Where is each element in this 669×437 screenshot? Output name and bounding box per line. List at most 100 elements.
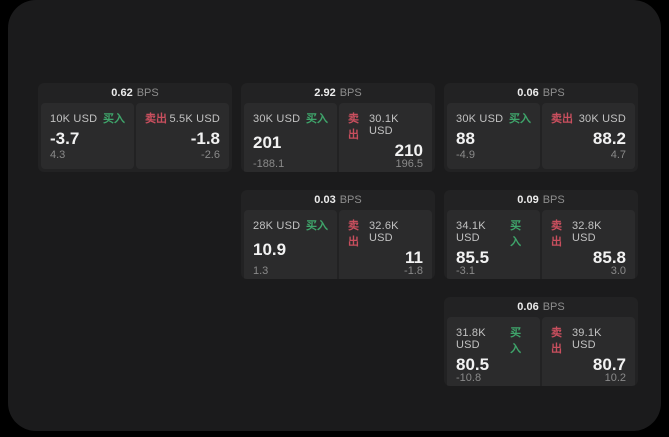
buy-amount: 28K USD	[253, 220, 301, 232]
buy-price: -3.7	[50, 128, 80, 148]
quote-cards-grid: 0.62 BPS 10K USD 买入 -3.7 4.3 卖出 5.5K USD…	[38, 83, 638, 386]
sell-amount: 32.6K USD	[368, 220, 399, 244]
buy-pane-header: 30K USD 买入	[456, 110, 531, 126]
sell-delta: -1.8	[404, 265, 423, 277]
sell-quote-tile[interactable]: 卖出 30K USD 88.2 4.7	[542, 103, 635, 169]
buy-delta: 1.3	[253, 265, 269, 277]
card-header: 0.06 BPS	[444, 297, 638, 317]
sell-delta: 10.2	[604, 372, 626, 384]
buy-amount: 10K USD	[50, 113, 98, 125]
card-body: 34.1K USD 买入 85.5 -3.1 卖出 32.8K USD 85.8…	[444, 210, 638, 279]
quote-card: 0.06 BPS 30K USD 买入 88 -4.9 卖出 30K USD 8…	[444, 83, 638, 172]
quote-card: 0.62 BPS 10K USD 买入 -3.7 4.3 卖出 5.5K USD…	[38, 83, 232, 172]
sell-quote-tile[interactable]: 卖出 32.8K USD 85.8 3.0	[542, 210, 635, 279]
buy-side-label: 买入	[103, 113, 125, 125]
sell-price: 88.2	[592, 128, 626, 148]
sell-price: -1.8	[190, 128, 220, 148]
buy-quote-tile[interactable]: 31.8K USD 买入 80.5 -10.8	[447, 317, 540, 386]
bps-unit-label: BPS	[339, 87, 362, 99]
bps-value: 0.62	[111, 87, 133, 99]
card-body: 10K USD 买入 -3.7 4.3 卖出 5.5K USD -1.8 -2.…	[38, 103, 232, 172]
buy-side-label: 买入	[509, 113, 531, 125]
buy-quote-tile[interactable]: 30K USD 买入 201 -188.1	[244, 103, 337, 172]
sell-price: 210	[394, 141, 423, 160]
sell-amount: 5.5K USD	[169, 113, 220, 125]
card-header: 0.62 BPS	[38, 83, 232, 103]
main-panel: 0.62 BPS 10K USD 买入 -3.7 4.3 卖出 5.5K USD…	[8, 0, 661, 431]
card-header: 0.09 BPS	[444, 190, 638, 210]
buy-delta: -3.1	[456, 265, 475, 277]
buy-side-label: 买入	[306, 113, 328, 125]
buy-quote-tile[interactable]: 30K USD 买入 88 -4.9	[447, 103, 540, 169]
sell-amount: 39.1K USD	[571, 327, 602, 351]
sell-quote-tile[interactable]: 卖出 30.1K USD 210 196.5	[339, 103, 432, 172]
sell-delta: 3.0	[610, 265, 626, 277]
buy-delta: -10.8	[456, 372, 482, 384]
card-header: 0.03 BPS	[241, 190, 435, 210]
buy-amount: 31.8K USD	[456, 327, 486, 351]
sell-delta: -2.6	[201, 149, 220, 161]
buy-side-label: 买入	[510, 327, 522, 355]
sell-pane-header: 卖出 32.6K USD	[348, 217, 423, 249]
card-header: 0.06 BPS	[444, 83, 638, 103]
buy-pane-header: 31.8K USD 买入	[456, 324, 531, 356]
bps-unit-label: BPS	[542, 87, 565, 99]
sell-pane-header: 卖出 30.1K USD	[348, 110, 423, 142]
sell-side-label: 卖出	[348, 220, 359, 248]
buy-side-label: 买入	[306, 220, 328, 232]
sell-quote-tile[interactable]: 卖出 32.6K USD 11 -1.8	[339, 210, 432, 279]
bps-value: 0.06	[517, 87, 539, 99]
bps-unit-label: BPS	[136, 87, 159, 99]
buy-delta: 4.3	[50, 149, 66, 161]
buy-pane-header: 28K USD 买入	[253, 217, 328, 233]
sell-amount: 30.1K USD	[368, 113, 399, 137]
sell-pane-header: 卖出 5.5K USD	[145, 110, 220, 126]
buy-quote-tile[interactable]: 28K USD 买入 10.9 1.3	[244, 210, 337, 279]
sell-delta: 4.7	[610, 149, 626, 161]
buy-price: 85.5	[456, 248, 490, 267]
buy-pane-header: 30K USD 买入	[253, 110, 328, 126]
card-body: 28K USD 买入 10.9 1.3 卖出 32.6K USD 11 -1.8	[241, 210, 435, 279]
buy-delta: -188.1	[253, 158, 285, 170]
card-body: 31.8K USD 买入 80.5 -10.8 卖出 39.1K USD 80.…	[444, 317, 638, 386]
buy-pane-header: 10K USD 买入	[50, 110, 125, 126]
bps-value: 0.03	[314, 194, 336, 206]
buy-amount: 30K USD	[456, 113, 504, 125]
buy-quote-tile[interactable]: 34.1K USD 买入 85.5 -3.1	[447, 210, 540, 279]
bps-value: 2.92	[314, 87, 336, 99]
sell-price: 85.8	[592, 248, 626, 267]
sell-price: 80.7	[592, 355, 626, 374]
quote-card: 0.03 BPS 28K USD 买入 10.9 1.3 卖出 32.6K US…	[241, 190, 435, 279]
buy-pane-header: 34.1K USD 买入	[456, 217, 531, 249]
sell-amount: 30K USD	[578, 113, 626, 125]
quote-card: 0.09 BPS 34.1K USD 买入 85.5 -3.1 卖出 32.8K…	[444, 190, 638, 279]
quote-card: 2.92 BPS 30K USD 买入 201 -188.1 卖出 30.1K …	[241, 83, 435, 172]
sell-delta: 196.5	[395, 158, 423, 170]
buy-delta: -4.9	[456, 149, 475, 161]
buy-price: 201	[253, 133, 282, 152]
buy-side-label: 买入	[510, 220, 522, 248]
buy-amount: 34.1K USD	[456, 220, 486, 244]
buy-quote-tile[interactable]: 10K USD 买入 -3.7 4.3	[41, 103, 134, 169]
buy-amount: 30K USD	[253, 113, 301, 125]
bps-unit-label: BPS	[542, 194, 565, 206]
buy-price: 80.5	[456, 355, 490, 374]
buy-price: 88	[456, 128, 475, 148]
sell-side-label: 卖出	[551, 113, 573, 125]
sell-side-label: 卖出	[348, 113, 359, 141]
card-header: 2.92 BPS	[241, 83, 435, 103]
sell-pane-header: 卖出 39.1K USD	[551, 324, 626, 356]
sell-side-label: 卖出	[551, 220, 562, 248]
bps-unit-label: BPS	[542, 301, 565, 313]
sell-amount: 32.8K USD	[571, 220, 602, 244]
sell-side-label: 卖出	[145, 113, 167, 125]
card-body: 30K USD 买入 88 -4.9 卖出 30K USD 88.2 4.7	[444, 103, 638, 172]
sell-quote-tile[interactable]: 卖出 5.5K USD -1.8 -2.6	[136, 103, 229, 169]
bps-unit-label: BPS	[339, 194, 362, 206]
bps-value: 0.09	[517, 194, 539, 206]
quote-card: 0.06 BPS 31.8K USD 买入 80.5 -10.8 卖出 39.1…	[444, 297, 638, 386]
sell-pane-header: 卖出 30K USD	[551, 110, 626, 126]
sell-quote-tile[interactable]: 卖出 39.1K USD 80.7 10.2	[542, 317, 635, 386]
sell-price: 11	[405, 248, 423, 267]
sell-pane-header: 卖出 32.8K USD	[551, 217, 626, 249]
